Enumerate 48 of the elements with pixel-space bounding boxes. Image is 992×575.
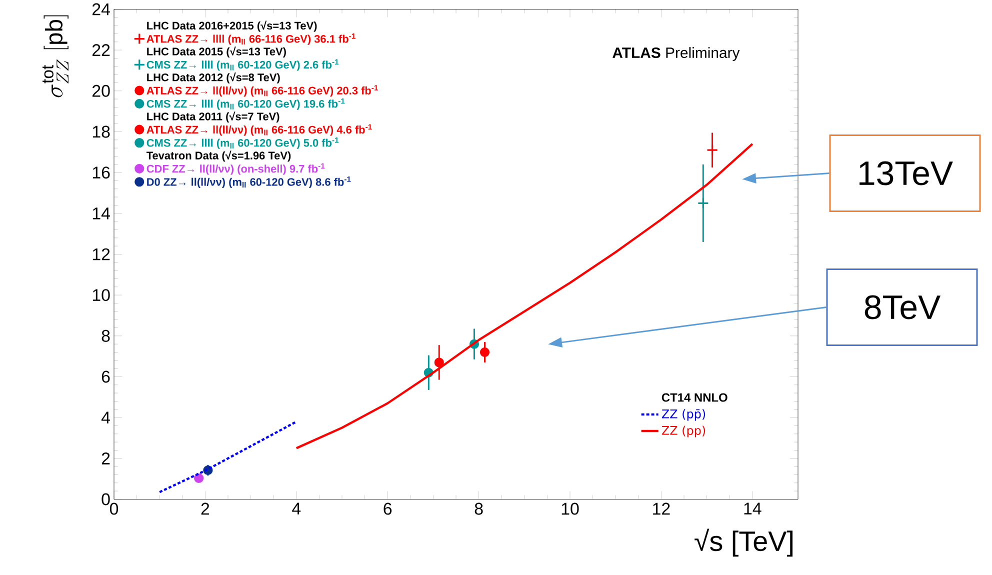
y-tick-label: 0 (102, 493, 110, 506)
y-tick-label: 10 (92, 288, 110, 301)
annotation: ATLAS Preliminary (612, 46, 740, 61)
legend-label: ATLAS ZZ→ llll (m$_{ll}$ 66-116 GeV) 36.1 fb$^{-1}$ (146, 33, 356, 45)
text: 13TeV (860, 161, 953, 186)
y-tick-label: 20 (92, 84, 110, 97)
y-tick-label: 2 (102, 452, 110, 464)
x-tick-label: 14 (744, 502, 762, 514)
legend-label: D0 ZZ→ ll(ll/νν) (m$_{ll}$ 60-120 GeV) 8.6 fb$^{-1}$ (147, 176, 351, 188)
y-tick-label: 18 (92, 126, 110, 138)
point (194, 473, 204, 483)
point (697, 197, 709, 209)
y-tick-label: 4 (101, 412, 110, 424)
y-tick-label: 8 (102, 330, 110, 342)
legend-label: CDF ZZ→ ll(ll/νν) (on-shell) 9.7 fb$^{-1}$ (146, 163, 325, 175)
text: 8TeV (864, 295, 940, 320)
legend-label: ATLAS ZZ→ ll(ll/νν) (m$_{ll}$ 66-116 GeV) 4.6 fb$^{-1}$ (146, 124, 372, 136)
annotation: LHC Data 2016+2015 (√s=13 TeV) (147, 20, 317, 32)
legend-label: ATLAS ZZ→ ll(ll/νν) (m$_{ll}$ 66-116 GeV) 20.3 fb$^{-1}$ (146, 85, 378, 97)
x-tick-label: 6 (384, 502, 392, 515)
legend-label: CMS ZZ→ llll (m$_{ll}$ 60-120 GeV) 19.6 fb$^{-1}$ (146, 98, 345, 110)
point (706, 144, 718, 156)
x-tick-label: 8 (474, 502, 483, 515)
y-tick-label: 24 (92, 3, 110, 16)
legend-label: ZZ (pp̄) (662, 409, 706, 421)
y-tick-label: 6 (102, 370, 110, 383)
y-tick-label: 14 (92, 207, 110, 220)
x-axis-title: √s [TeV] (694, 528, 793, 556)
x-tick-label: 12 (653, 502, 670, 514)
y-tick-label: 16 (92, 166, 110, 178)
annotation: LHC Data 2011 (√s=7 TeV) (147, 111, 280, 122)
annotation: LHC Data 2012 (√s=8 TeV) (147, 72, 280, 84)
point (434, 358, 444, 368)
annotation: CT14 NNLO (662, 393, 728, 402)
x-tick-label: 10 (562, 502, 579, 515)
legend-label: CMS ZZ→ llll (m$_{ll}$ 60-120 GeV) 5.0 fb$^{-1}$ (146, 137, 339, 149)
y-tick-label: 12 (92, 248, 110, 260)
legend-label: ZZ (pp) (662, 426, 706, 438)
annotation: Tevatron Data (√s=1.96 TeV) (146, 150, 291, 162)
y-tick-label: 22 (92, 44, 110, 56)
x-tick-label: 2 (201, 502, 210, 514)
x-tick-label: 0 (110, 502, 118, 515)
annotation: LHC Data 2015 (√s=13 TeV) (147, 46, 286, 58)
point (480, 347, 490, 357)
x-tick-label: 4 (292, 502, 301, 514)
y-axis-title: $\sigma^{\mathrm{tot}}_{ZZ}\ [\mathrm{pb}]$ (42, 15, 68, 98)
line-series (158, 420, 298, 494)
legend-label: CMS ZZ→ llll (m$_{ll}$ 60-120 GeV) 2.6 fb$^{-1}$ (146, 59, 339, 71)
